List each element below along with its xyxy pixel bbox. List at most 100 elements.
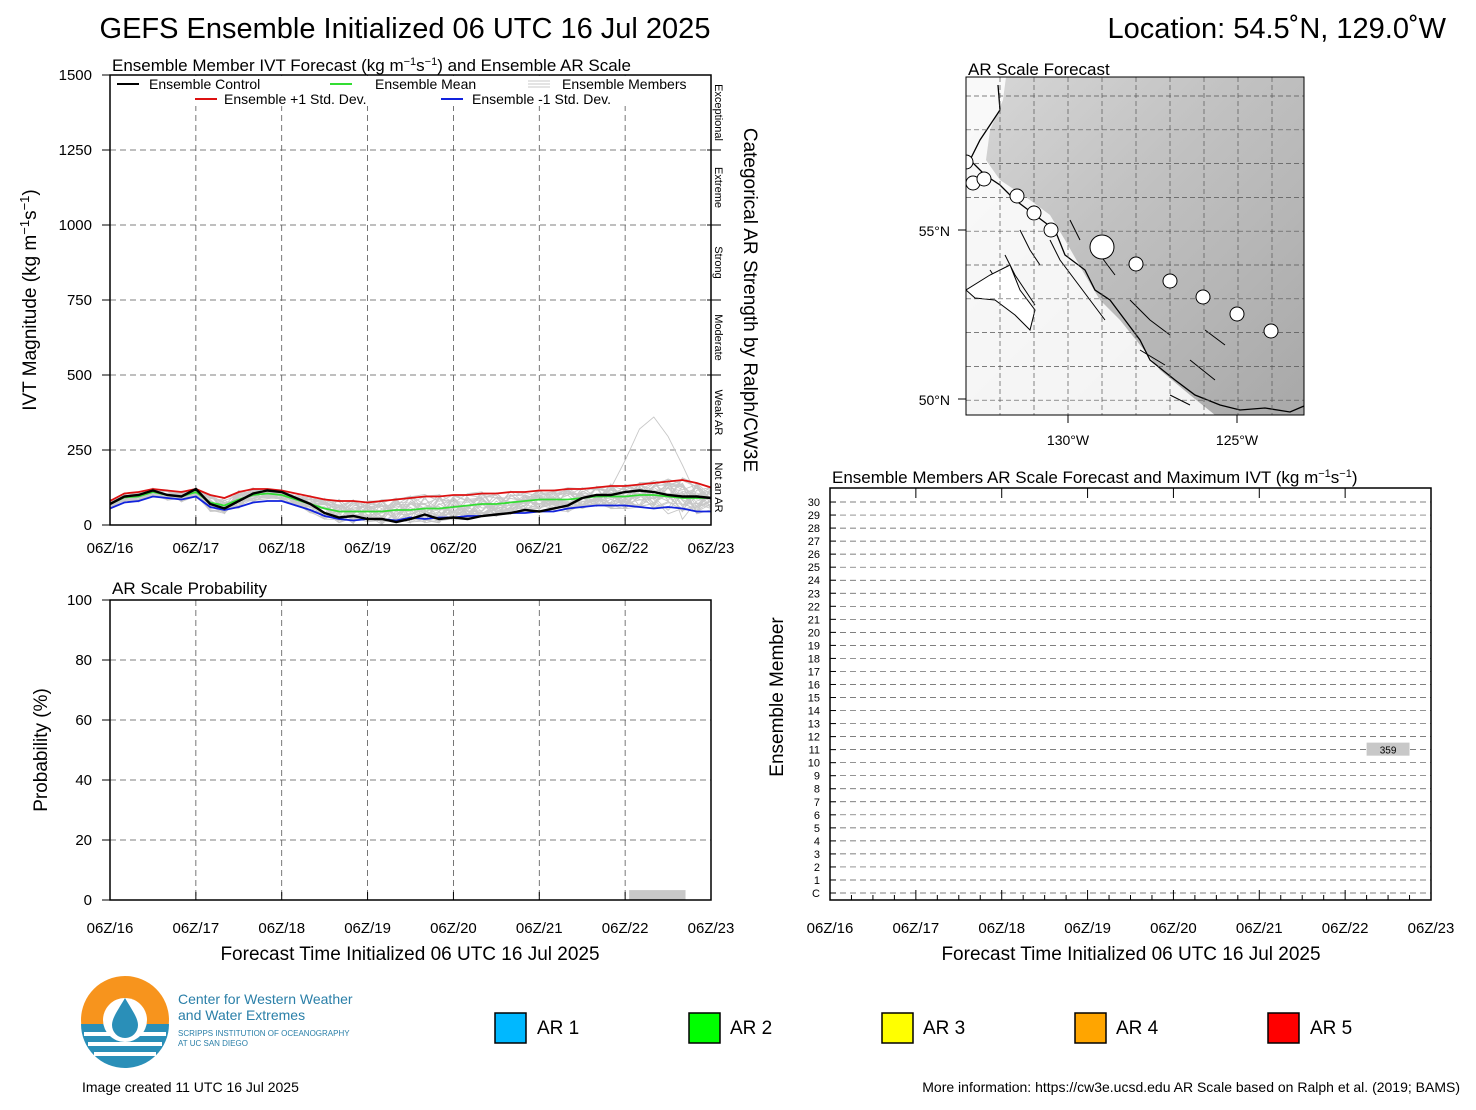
ivt-y-tick-label: 1500 [59,67,92,84]
ivt-x-tick-label: 06Z/22 [602,540,649,557]
member-row-label: 22 [808,601,820,613]
coastline [969,84,1304,413]
ivt-x-tick-label: 06Z/16 [87,540,134,557]
ar5-swatch [1267,1012,1300,1044]
more-info-label: More information: https://cw3e.ucsd.edu … [922,1079,1460,1095]
probability-bars [629,890,686,900]
member-row-label: 7 [814,797,820,809]
ar5-label: AR 5 [1310,1018,1352,1039]
ivt-y-tick-label: 0 [84,517,92,534]
ar-category-label: Moderate [712,314,724,360]
ivt-panel-title: Ensemble Member IVT Forecast (kg m−1s−1)… [112,56,631,75]
ar-category-label: Strong [712,246,724,278]
ar-point [1009,188,1025,204]
probability-y-tick-label: 60 [75,712,92,729]
ivt-member-lines [110,416,711,525]
legend-plus-sd-label: Ensemble +1 Std. Dev. [224,91,367,107]
members-x-tick-label: 06Z/21 [1236,920,1283,937]
probability-x-axis-label: Forecast Time Initialized 06 UTC 16 Jul … [220,944,599,965]
map-panel: AR Scale Forecast 55°N 50°N [919,60,1305,448]
map-lon-125-label: 125°W [1216,432,1259,448]
member-row-label: 24 [808,575,820,587]
ocean-area [966,77,1215,415]
probability-y-tick-label: 80 [75,652,92,669]
member-row-label: 6 [814,810,820,822]
ivt-panel: Ensemble Member IVT Forecast (kg m−1s−1)… [17,56,760,557]
ar-point [1263,323,1279,339]
probability-x-tick-label: 06Z/23 [688,920,735,937]
probability-panel-title: AR Scale Probability [112,579,267,598]
probability-x-tick-label: 06Z/17 [173,920,220,937]
member-row-label: 8 [814,784,820,796]
ar-category-labels: Not an AR Weak AR Moderate Strong Extreme Exc… [707,84,724,513]
ar-strength-axis-label: Categorical AR Strength by Ralph/CW3E [739,128,760,472]
member-row-label: C [812,888,820,900]
ar3-label: AR 3 [923,1018,965,1039]
ar4-swatch [1074,1012,1107,1044]
map-area [966,77,1304,415]
member-row-label: 18 [808,653,820,665]
logo-line-4: AT UC SAN DIEGO [178,1039,248,1048]
image-created-label: Image created 11 UTC 16 Jul 2025 [82,1079,299,1095]
ivt-series-lines [110,479,711,524]
ar2-swatch [688,1012,721,1044]
member-row-label: 9 [814,771,820,783]
probability-x-tick-label: 06Z/18 [258,920,305,937]
ensemble-member-line [110,487,711,516]
ivt-y-tick-label: 500 [67,367,92,384]
members-x-tick-label: 06Z/20 [1150,920,1197,937]
ar1-swatch [494,1012,527,1044]
ivt-x-tick-label: 06Z/21 [516,540,563,557]
members-panel-title: Ensemble Members AR Scale Forecast and M… [832,468,1358,487]
members-x-ticks: 06Z/16 06Z/17 06Z/18 06Z/19 06Z/20 06Z/21 06Z/… [807,488,1455,937]
ivt-x-tick-label: 06Z/17 [173,540,220,557]
ivt-y-tick-label: 250 [67,442,92,459]
members-x-axis-label: Forecast Time Initialized 06 UTC 16 Jul … [941,944,1320,965]
probability-y-ticks: 0 20 40 60 80 100 [67,592,110,909]
ar-point [1162,273,1178,289]
map-lat-55-label: 55°N [919,223,950,239]
legend-members-label: Ensemble Members [562,76,687,92]
probability-y-axis-label: Probability (%) [31,688,52,812]
members-y-axis-label: Ensemble Member [767,617,788,777]
member-max-ivt-label: 359 [1380,746,1397,757]
map-lon-130-label: 130°W [1047,432,1090,448]
members-y-ticks: C123456789101112131415161718192021222324… [808,497,836,900]
ivt-x-tick-label: 06Z/23 [688,540,735,557]
minus-sd-series-line [110,495,711,522]
member-row-label: 21 [808,614,820,626]
probability-x-tick-label: 06Z/20 [430,920,477,937]
ar-category-label: Weak AR [712,390,724,436]
control-series-line [110,487,711,524]
cw3e-logo: Center for Western Weather and Water Ext… [81,976,353,1068]
ivt-y-ticks: 0 250 500 750 1000 1250 1500 [59,67,110,534]
ar1-label: AR 1 [537,1018,579,1039]
member-row-label: 28 [808,523,820,535]
ar-scale-legend: AR 1 AR 2 AR 3 AR 4 AR 5 [494,1012,1352,1044]
probability-x-ticks: 06Z/16 06Z/17 06Z/18 06Z/19 06Z/20 06Z/21 06Z/… [87,892,735,937]
ar-point-location [1089,234,1115,260]
probability-x-tick-label: 06Z/16 [87,920,134,937]
ivt-y-tick-label: 1250 [59,142,92,159]
member-row-label: 23 [808,588,820,600]
legend-background [111,76,709,106]
member-row-label: 5 [814,823,820,835]
ar-point [1043,222,1059,238]
member-row-label: 3 [814,849,820,861]
logo-line-2: and Water Extremes [178,1007,305,1023]
map-frame [965,76,1305,416]
ivt-x-tick-label: 06Z/18 [258,540,305,557]
ivt-y-axis-label: IVT Magnitude (kg m−1s−1) [17,189,41,411]
member-row-label: 25 [808,562,820,574]
member-row-label: 12 [808,732,820,744]
probability-y-tick-label: 0 [84,892,92,909]
location-label: Location: 54.5˚N, 129.0˚W [1107,13,1446,45]
ar-point [976,171,992,187]
members-ar-cells: 359 [1366,742,1410,757]
ar-category-label: Not an AR [712,462,724,512]
ivt-legend: Ensemble Control Ensemble Mean Ensemble … [111,76,709,107]
members-x-tick-label: 06Z/23 [1408,920,1455,937]
ar-category-label: Extreme [712,167,724,208]
map-title: AR Scale Forecast [968,60,1110,79]
probability-plot-frame [109,599,712,901]
